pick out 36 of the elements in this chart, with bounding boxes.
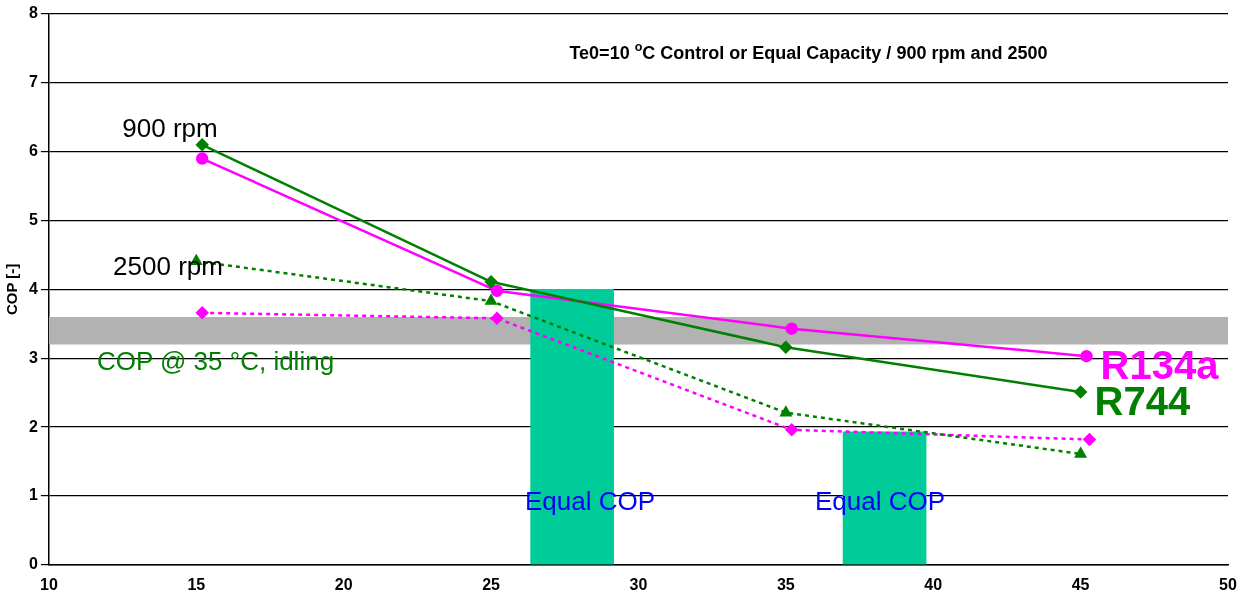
y-tick-label: 1 xyxy=(28,486,38,504)
point xyxy=(780,406,792,417)
y-tick-label: 5 xyxy=(28,210,38,228)
y-tick-label: 4 xyxy=(28,279,38,297)
y-tick-label: 3 xyxy=(28,348,38,366)
point xyxy=(779,340,793,354)
point xyxy=(195,306,209,320)
point xyxy=(490,284,504,298)
point xyxy=(195,152,209,165)
series-label: R744 xyxy=(1094,379,1191,424)
x-tick-label: 10 xyxy=(40,575,58,593)
x-tick-label: 20 xyxy=(334,575,353,593)
y-tick-label: 7 xyxy=(28,73,38,91)
annotation: 2500 rpm xyxy=(113,251,223,282)
y-tick-label: 0 xyxy=(28,555,38,573)
x-tick-label: 50 xyxy=(1219,575,1237,593)
x-tick-label: 45 xyxy=(1071,575,1090,593)
point xyxy=(1080,349,1093,363)
x-tick-label: 40 xyxy=(924,575,943,593)
y-axis-title: COP [-] xyxy=(3,263,21,316)
point xyxy=(490,312,504,325)
x-tick-label: 25 xyxy=(482,575,501,593)
point xyxy=(1075,447,1087,458)
point xyxy=(785,322,798,335)
point xyxy=(785,423,798,437)
x-tick-label: 15 xyxy=(187,575,206,593)
point xyxy=(484,275,498,289)
y-tick-label: 2 xyxy=(28,417,38,435)
x-tick-label: 30 xyxy=(629,575,648,593)
x-tick-label: 35 xyxy=(776,575,795,593)
point xyxy=(1083,433,1096,446)
y-tick-label: 6 xyxy=(28,142,38,160)
point xyxy=(485,294,497,305)
annotation: 900 rpm xyxy=(122,113,218,144)
y-tick-label: 8 xyxy=(28,4,38,22)
point xyxy=(1074,385,1087,399)
